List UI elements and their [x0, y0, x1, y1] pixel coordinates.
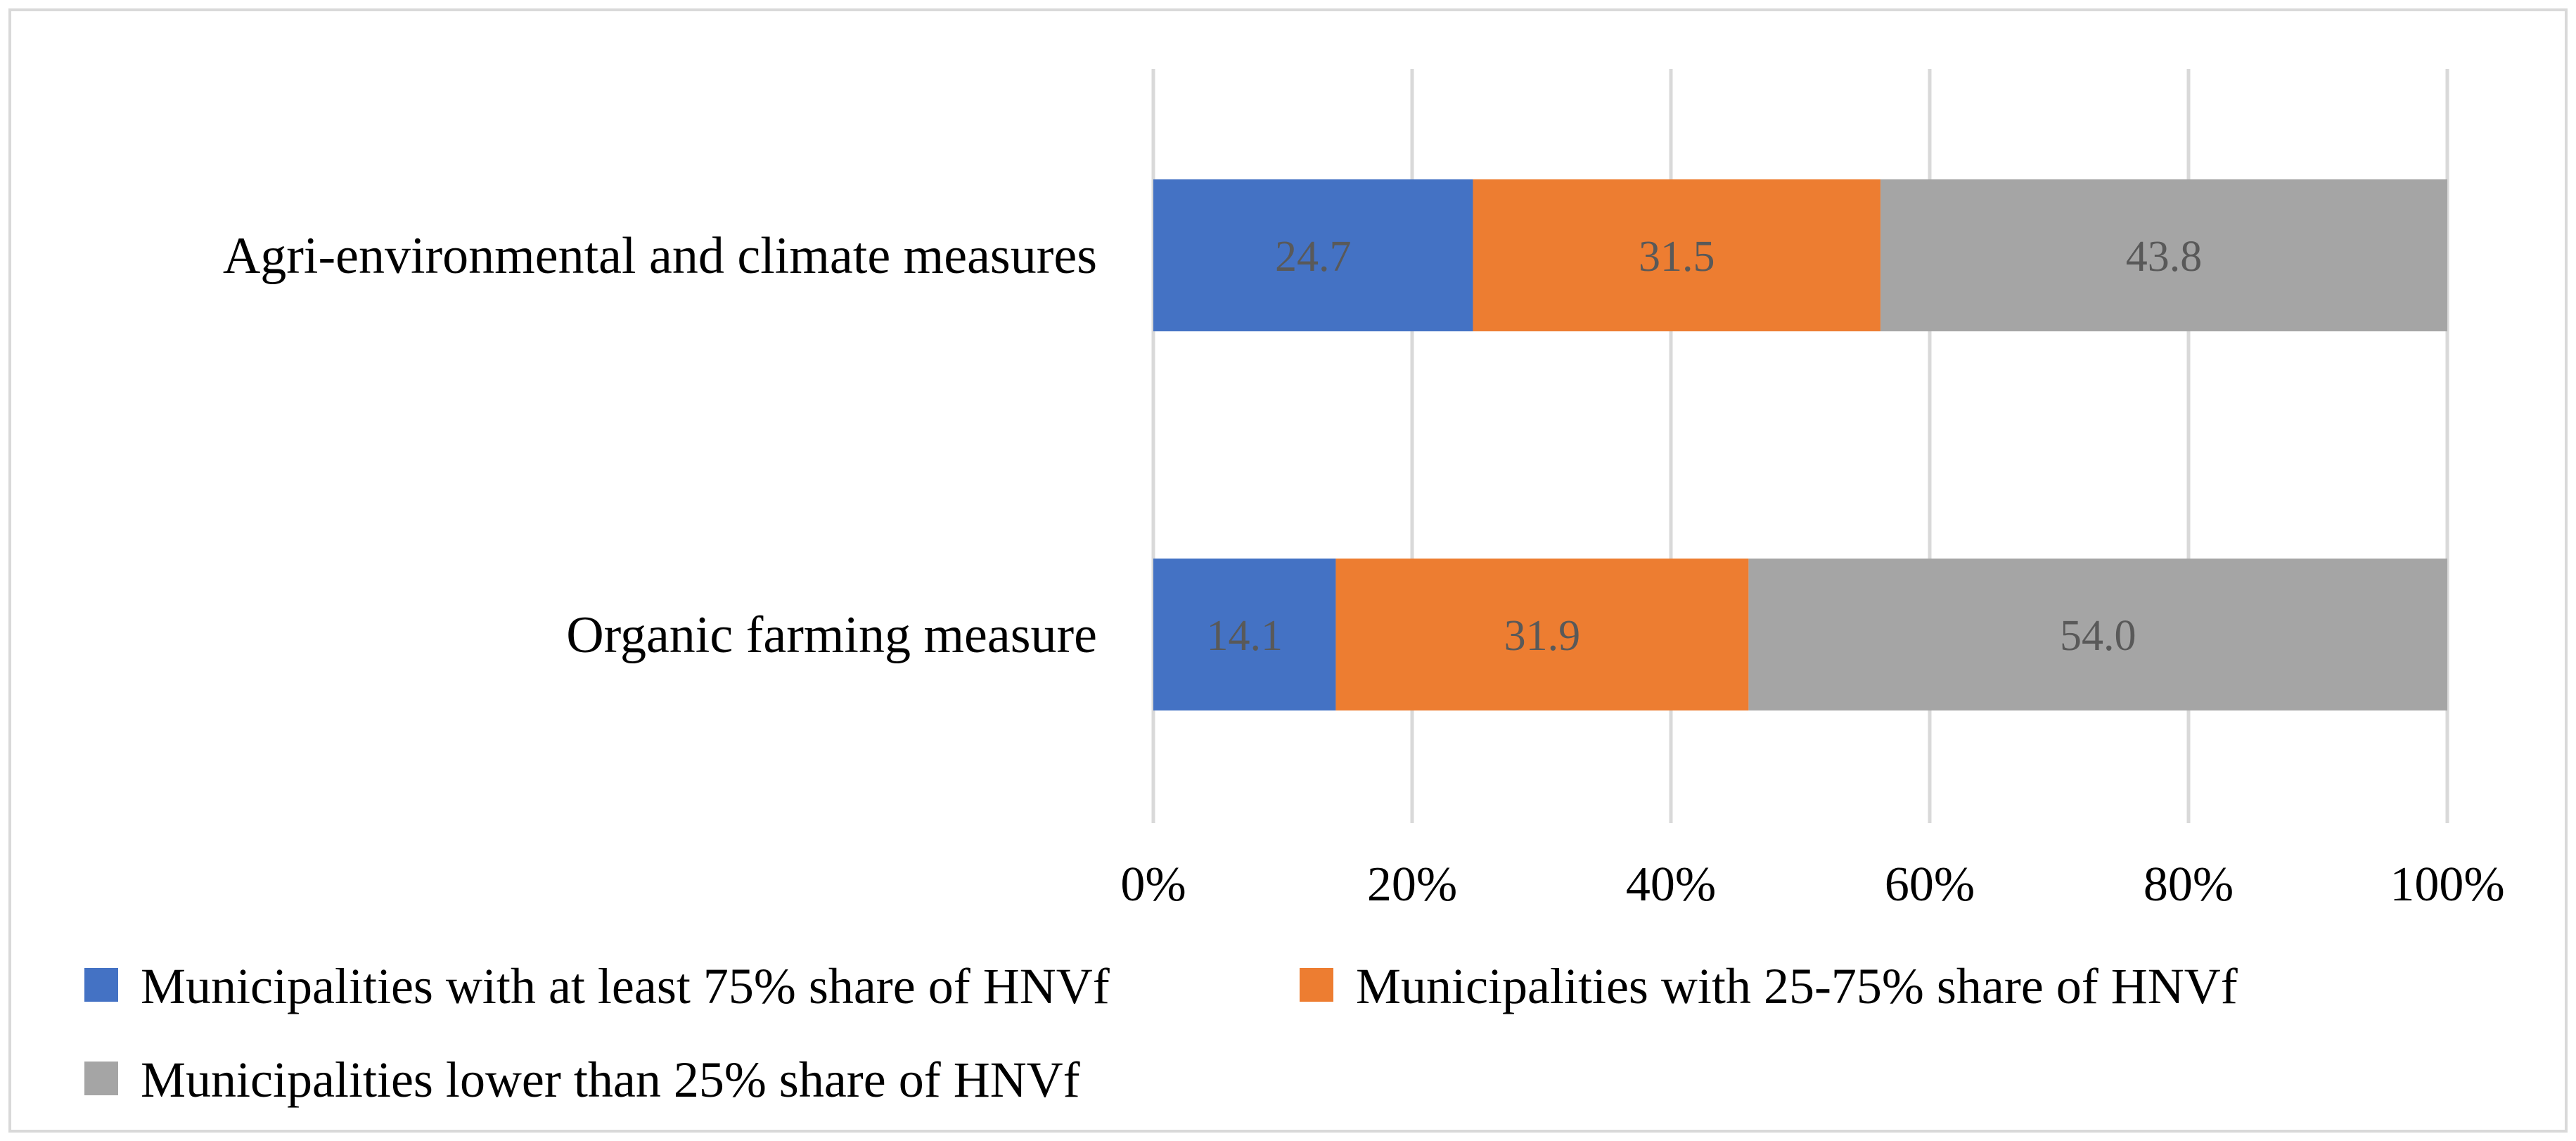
data-label: 24.7	[1275, 233, 1352, 281]
category-labels: Agri-environmental and climate measures O…	[223, 227, 1097, 664]
category-label: Agri-environmental and climate measures	[223, 227, 1097, 285]
x-tick-label: 60%	[1885, 858, 1975, 912]
bar-segment	[1153, 559, 1336, 710]
legend-label: Municipalities with at least 75% share o…	[141, 958, 1110, 1014]
x-tick-label: 40%	[1626, 858, 1716, 912]
legend: Municipalities with at least 75% share o…	[84, 958, 2238, 1108]
bar-segment	[1153, 179, 1473, 331]
data-label: 54.0	[2060, 612, 2136, 660]
x-axis: 0% 20% 40% 60% 80% 100%	[1120, 858, 2504, 912]
x-tick-label: 80%	[2144, 858, 2234, 912]
x-tick-label: 0%	[1120, 858, 1186, 912]
legend-swatch	[84, 1062, 118, 1095]
legend-label: Municipalities lower than 25% share of H…	[141, 1052, 1080, 1108]
legend-swatch	[84, 968, 118, 1002]
data-label: 14.1	[1206, 612, 1283, 660]
legend-label: Municipalities with 25-75% share of HNVf	[1356, 958, 2238, 1014]
bar-segment	[1748, 559, 2447, 710]
x-tick-label: 20%	[1367, 858, 1457, 912]
data-label: 43.8	[2126, 233, 2203, 281]
x-tick-label: 100%	[2390, 858, 2504, 912]
data-label: 31.9	[1504, 612, 1581, 660]
data-label: 31.5	[1639, 233, 1715, 281]
bars: 24.7 31.5 43.8 14.1 31.9 54.0	[1153, 179, 2447, 710]
bar-segment	[1880, 179, 2447, 331]
bar-segment	[1473, 179, 1881, 331]
bar-segment	[1335, 559, 1749, 710]
category-label: Organic farming measure	[566, 606, 1097, 664]
legend-swatch	[1300, 968, 1333, 1002]
